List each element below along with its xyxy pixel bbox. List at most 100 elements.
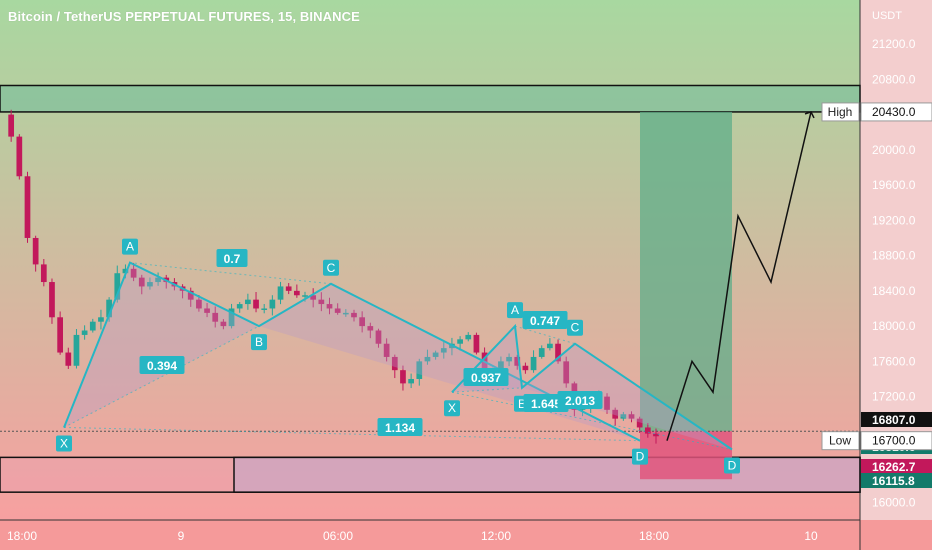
pattern-ratio-badge xyxy=(523,394,569,412)
x-tick-label: 18:00 xyxy=(639,529,669,543)
candle-body xyxy=(310,295,317,300)
pattern-point-x: X xyxy=(60,436,68,450)
y-tick-label: 20800.0 xyxy=(872,72,916,86)
pattern-ac-line xyxy=(129,262,332,285)
candle-body xyxy=(563,361,570,384)
candle-body xyxy=(457,339,463,344)
candle-body xyxy=(245,299,251,305)
pattern-xd-line xyxy=(63,426,641,442)
price-tag-badge xyxy=(861,459,932,474)
candle-body xyxy=(416,361,423,379)
candle-body xyxy=(326,304,333,309)
x-tick-label: 9 xyxy=(178,529,185,543)
pattern-point-a: A xyxy=(511,303,519,317)
pattern-triangle-bcd xyxy=(522,343,732,450)
candle-body xyxy=(285,286,292,291)
pattern-point-d: D xyxy=(728,458,737,472)
low-zone-box xyxy=(233,456,861,493)
candle-body xyxy=(24,176,31,238)
candle-body xyxy=(653,433,659,437)
price-tag: 16807.0 xyxy=(872,413,916,427)
candle-body xyxy=(424,356,431,362)
candle-body xyxy=(644,427,651,434)
candle-body xyxy=(342,312,349,315)
price-label-value: 16700.0 xyxy=(872,434,916,448)
pattern-ratio-label: 0.7 xyxy=(224,252,241,266)
time-axis: 18:00 9 06:00 12:00 18:00 10 xyxy=(7,529,818,543)
candle-body xyxy=(440,348,447,353)
candle-body xyxy=(32,237,39,265)
candle-body xyxy=(547,343,553,349)
candle-body xyxy=(114,273,121,300)
pattern-ratio-label: 0.747 xyxy=(530,314,560,328)
candle-body xyxy=(359,317,366,327)
pattern-point-a-badge xyxy=(122,238,138,255)
candle-body xyxy=(555,343,561,362)
candle-body xyxy=(334,308,341,313)
candle-body xyxy=(8,114,15,137)
pattern-ratio-badge xyxy=(377,418,423,436)
pattern-point-c-badge xyxy=(323,259,339,276)
candle-body xyxy=(465,334,472,340)
pattern-triangle-xab xyxy=(64,262,259,428)
pattern-point-a: A xyxy=(126,240,134,254)
candle-body xyxy=(16,136,23,177)
pattern-point-b: B xyxy=(255,335,263,349)
pattern-point-c: C xyxy=(571,321,580,335)
candle-body xyxy=(228,308,235,327)
price-label-name-box xyxy=(821,102,860,122)
pattern-point-x-badge xyxy=(444,400,460,417)
candle-body xyxy=(506,356,512,362)
pattern-point-d: D xyxy=(636,450,645,464)
candle-body xyxy=(106,299,112,318)
candle-body xyxy=(473,334,480,353)
pattern-point-x: X xyxy=(448,401,456,415)
candle-body xyxy=(65,352,72,366)
y-tick-label: 16000.0 xyxy=(872,495,916,509)
candle-body xyxy=(351,312,357,318)
chart-title: Bitcoin / TetherUS PERPETUAL FUTURES, 15… xyxy=(8,9,360,24)
pattern-point-d-badge xyxy=(724,457,740,474)
candle-body xyxy=(155,277,161,283)
candle-body xyxy=(89,321,96,331)
candle-body xyxy=(236,304,243,309)
candle-body xyxy=(98,317,104,322)
candle-body xyxy=(81,330,88,335)
projection-layer xyxy=(666,111,815,441)
currency-label: USDT xyxy=(872,10,902,22)
pattern-ratio-label: 2.013 xyxy=(565,394,595,408)
y-tick-label: 20000.0 xyxy=(872,143,916,157)
pattern-point-c: C xyxy=(327,261,336,275)
pattern-ratio-label: 1.134 xyxy=(385,421,415,435)
candle-body xyxy=(269,299,276,309)
candle-body xyxy=(612,409,619,419)
price-label-value-box xyxy=(860,431,932,451)
x-tick-label: 10 xyxy=(804,529,818,543)
time-axis-panel[interactable] xyxy=(0,520,932,550)
candle-body xyxy=(400,370,406,384)
price-axis: USDT21200.020800.020400.020000.019600.01… xyxy=(821,10,932,509)
candle-body xyxy=(375,330,382,344)
candle-body xyxy=(40,264,47,283)
candle-body xyxy=(522,365,529,371)
pattern-ratio-label: 1.645 xyxy=(531,397,561,411)
candle-body xyxy=(130,268,137,278)
pattern-ac-line xyxy=(514,325,576,345)
pattern-ratio-label: 0.937 xyxy=(471,371,501,385)
y-tick-label: 17200.0 xyxy=(872,390,916,404)
x-tick-label: 06:00 xyxy=(323,529,353,543)
pattern-ratio-badge xyxy=(522,311,568,329)
price-tag: 16262.7 xyxy=(872,460,916,474)
price-label-name-box xyxy=(821,431,860,451)
pattern-xb-line xyxy=(451,387,523,393)
y-tick-label: 19600.0 xyxy=(872,178,916,192)
pattern-point-b: B xyxy=(518,397,526,411)
y-tick-label: 17600.0 xyxy=(872,354,916,368)
price-label-value-box xyxy=(860,102,932,122)
candle-body xyxy=(122,268,129,274)
candle-body xyxy=(293,290,300,296)
candle-body xyxy=(514,356,521,366)
pattern-legs xyxy=(63,261,641,442)
